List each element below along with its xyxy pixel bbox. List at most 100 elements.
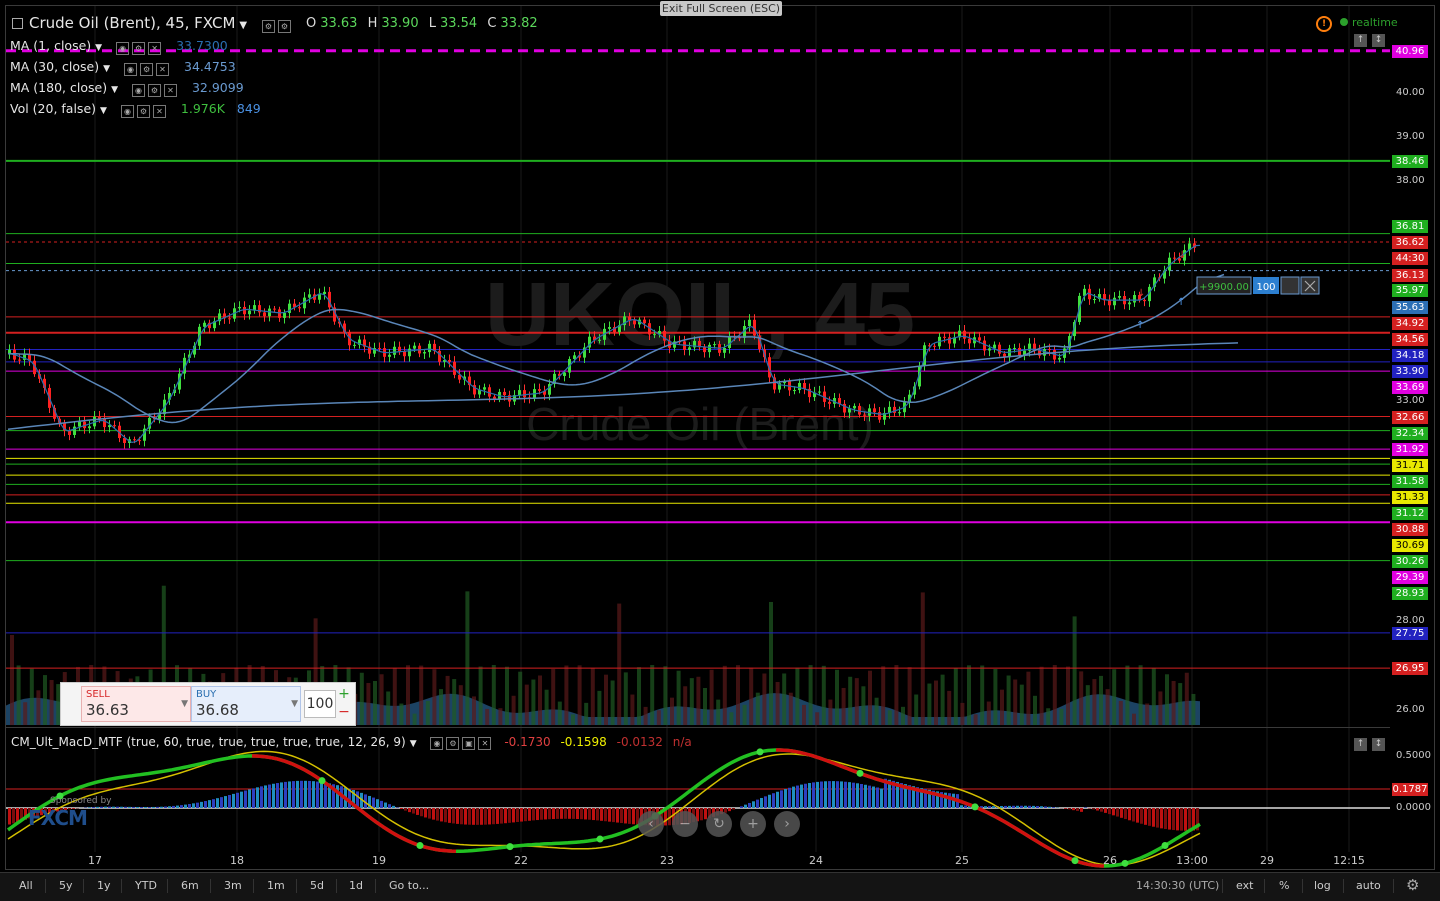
- macd-histogram-bar: [1004, 806, 1007, 808]
- timeframe-ytd[interactable]: YTD: [135, 879, 157, 892]
- chevron-down-icon[interactable]: ▼: [410, 739, 417, 749]
- ext-toggle[interactable]: ext: [1236, 879, 1253, 892]
- goto-button[interactable]: Go to...: [389, 879, 429, 892]
- candle-body: [423, 352, 426, 353]
- timeframe-3m[interactable]: 3m: [224, 879, 242, 892]
- close-icon[interactable]: ✕: [156, 63, 169, 76]
- chevron-down-icon[interactable]: ▼: [181, 699, 188, 709]
- format-icon[interactable]: ⚙: [278, 20, 291, 33]
- candle-body: [598, 340, 601, 341]
- pane-separator[interactable]: [6, 727, 1390, 728]
- scroll-right-icon[interactable]: ›: [774, 811, 800, 837]
- settings-icon[interactable]: ⚙: [446, 737, 459, 750]
- settings-icon[interactable]: ⚙: [262, 20, 275, 33]
- volume-bar: [1139, 665, 1143, 725]
- utc-clock[interactable]: 14:30:30 (UTC): [1136, 879, 1219, 892]
- candle-body: [408, 349, 411, 357]
- price-level-label: 31.58: [1392, 475, 1428, 488]
- chevron-down-icon[interactable]: ▼: [100, 106, 107, 116]
- price-level-label: 31.92: [1392, 443, 1428, 456]
- timeframe-6m[interactable]: 6m: [181, 879, 199, 892]
- timeframe-5y[interactable]: 5y: [59, 879, 73, 892]
- auto-toggle[interactable]: auto: [1356, 879, 1381, 892]
- macd-histogram-bar: [1092, 808, 1095, 809]
- macd-indicator-title[interactable]: CM_Ult_MacD_MTF (true, 60, true, true, t…: [11, 735, 692, 750]
- timeframe-5d[interactable]: 5d: [310, 879, 324, 892]
- volume-bar: [894, 665, 898, 725]
- settings-icon[interactable]: ⚙: [140, 63, 153, 76]
- settings-icon[interactable]: ⚙: [137, 105, 150, 118]
- eye-icon[interactable]: ◉: [124, 63, 137, 76]
- macd-histogram-bar: [524, 808, 527, 821]
- macd-histogram-bar: [316, 782, 319, 808]
- macd-histogram-bar: [432, 808, 435, 820]
- zoom-out-icon[interactable]: −: [672, 811, 698, 837]
- warning-icon[interactable]: !: [1316, 16, 1332, 32]
- settings-icon[interactable]: ⚙: [132, 42, 145, 55]
- chevron-down-icon[interactable]: ▼: [103, 64, 110, 74]
- percent-toggle[interactable]: %: [1279, 879, 1289, 892]
- buy-button[interactable]: BUY 36.68 ▼: [191, 686, 301, 722]
- volume-bar: [393, 668, 397, 725]
- price-axis-tick: 40.00: [1396, 87, 1425, 98]
- close-icon[interactable]: ✕: [164, 84, 177, 97]
- eye-icon[interactable]: ◉: [132, 84, 145, 97]
- timeframe-1d[interactable]: 1d: [349, 879, 363, 892]
- price-level-label: 28.93: [1392, 587, 1428, 600]
- divider: [336, 879, 337, 893]
- candle-body: [1128, 303, 1131, 305]
- pane-move-up-icon[interactable]: ↑: [1354, 738, 1367, 751]
- price-level-label: 33.69: [1392, 381, 1428, 394]
- minus-icon[interactable]: −: [337, 704, 351, 720]
- gear-icon[interactable]: ⚙: [1406, 876, 1419, 894]
- scroll-left-icon[interactable]: ‹: [638, 811, 664, 837]
- indicator-value: 33.7300: [176, 38, 228, 53]
- pane-maximize-icon[interactable]: ↕: [1372, 738, 1385, 751]
- volume-bar: [677, 671, 681, 725]
- symbol-title[interactable]: Crude Oil (Brent), 45, FXCM▼ ⚙⚙: [12, 14, 294, 33]
- zoom-in-icon[interactable]: +: [740, 811, 766, 837]
- timeframe-1y[interactable]: 1y: [97, 879, 111, 892]
- log-toggle[interactable]: log: [1314, 879, 1331, 892]
- indicator-volume[interactable]: Vol (20, false)▼ ◉⚙✕ 1.976K 849: [10, 101, 261, 118]
- indicator-ma-30[interactable]: MA (30, close)▼ ◉⚙✕ 34.4753: [10, 59, 236, 76]
- timeframe-all[interactable]: All: [19, 879, 33, 892]
- candle-body: [1018, 348, 1021, 355]
- indicator-ma-1[interactable]: MA (1, close)▼ ◉⚙✕ 33.7300: [10, 38, 228, 55]
- pane-move-up-icon[interactable]: ↑: [1354, 34, 1367, 47]
- exit-full-screen-button[interactable]: Exit Full Screen (ESC): [660, 1, 782, 16]
- macd-axis-label: 0.0000: [1396, 802, 1431, 813]
- fxcm-logo[interactable]: FXCM: [28, 806, 87, 830]
- close-icon[interactable]: ✕: [478, 737, 491, 750]
- chevron-down-icon[interactable]: ▼: [239, 20, 247, 31]
- quantity-input[interactable]: 100: [304, 690, 336, 718]
- x-tick: 22: [514, 854, 528, 867]
- timeframe-1m[interactable]: 1m: [267, 879, 285, 892]
- chevron-down-icon[interactable]: ▼: [291, 699, 298, 709]
- macd-histogram-bar: [544, 808, 547, 819]
- collapse-icon[interactable]: [12, 18, 23, 29]
- reset-icon[interactable]: ↻: [706, 811, 732, 837]
- volume-bar: [386, 691, 390, 725]
- divider: [375, 879, 376, 893]
- sell-button[interactable]: SELL 36.63 ▼: [81, 686, 191, 722]
- close-icon[interactable]: ✕: [148, 42, 161, 55]
- indicator-ma-180[interactable]: MA (180, close)▼ ◉⚙✕ 32.9099: [10, 80, 244, 97]
- macd-histogram-bar: [532, 808, 535, 820]
- plus-icon[interactable]: +: [337, 686, 351, 702]
- time-axis[interactable]: 17 18 19 22 23 24 25 26 13:00 29 12:15: [6, 852, 1390, 870]
- pane-maximize-icon[interactable]: ↕: [1372, 34, 1385, 47]
- chevron-down-icon[interactable]: ▼: [95, 43, 102, 53]
- close-icon[interactable]: ✕: [153, 105, 166, 118]
- eye-icon[interactable]: ◉: [430, 737, 443, 750]
- chevron-down-icon[interactable]: ▼: [111, 85, 118, 95]
- volume-bar: [505, 667, 509, 725]
- macd-value-2: -0.1598: [560, 735, 606, 749]
- eye-icon[interactable]: ◉: [116, 42, 129, 55]
- macd-histogram-bar: [764, 796, 767, 808]
- eye-icon[interactable]: ◉: [121, 105, 134, 118]
- lock-icon[interactable]: ▣: [462, 737, 475, 750]
- settings-icon[interactable]: ⚙: [148, 84, 161, 97]
- volume-bar: [782, 673, 786, 725]
